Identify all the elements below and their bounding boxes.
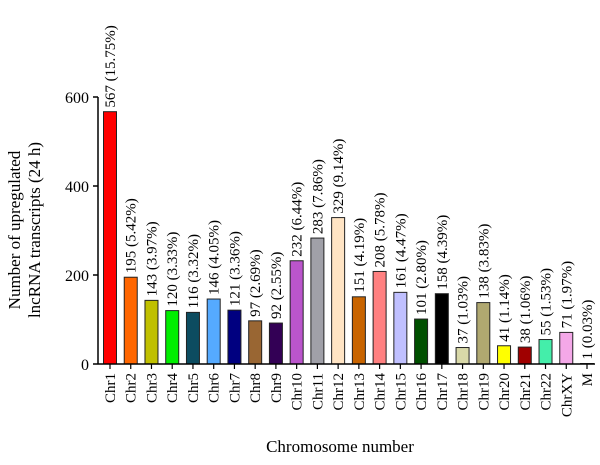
data-label: 92 (2.55%) xyxy=(269,252,285,320)
x-tick-label: Chr2 xyxy=(124,373,140,403)
x-tick-label: Chr8 xyxy=(248,373,264,403)
x-tick-label: Chr19 xyxy=(476,373,492,411)
x-tick-label: Chr22 xyxy=(539,373,555,411)
x-tick-label: Chr10 xyxy=(290,373,306,411)
x-tick-label: Chr9 xyxy=(269,373,285,403)
x-axis: Chr1 Chr2 Chr3 Chr4 Chr5 Chr6 Chr7 Chr8 Chr9 Chr1… xyxy=(98,363,596,417)
data-label: 38 (1.06%) xyxy=(518,276,534,344)
x-tick-label: Chr17 xyxy=(435,373,451,411)
data-label: 97 (2.69%) xyxy=(248,249,264,317)
y-axis-label-line2: lncRNA transcripts (24 h) xyxy=(25,142,44,318)
data-label: 101 (2.80%) xyxy=(414,240,430,315)
y-tick-label: 200 xyxy=(65,268,89,285)
bar-chr18 xyxy=(455,347,470,365)
x-tick-label: Chr21 xyxy=(518,373,534,411)
data-label: 120 (3.33%) xyxy=(165,232,181,307)
x-tick-label: ChrXY xyxy=(559,373,575,417)
data-label: 283 (7.86%) xyxy=(310,159,326,234)
x-tick-label: Chr11 xyxy=(310,373,326,410)
x-tick-label: Chr1 xyxy=(103,373,119,403)
data-label: 55 (1.53%) xyxy=(539,268,555,336)
bar-chr2 xyxy=(123,276,138,365)
x-tick-label: Chr7 xyxy=(227,373,243,404)
data-label: 161 (4.47%) xyxy=(393,213,409,288)
data-label: 158 (4.39%) xyxy=(435,215,451,290)
data-label: 151 (4.19%) xyxy=(352,218,368,293)
x-tick-label: Chr18 xyxy=(456,373,472,411)
bar-chr17 xyxy=(434,293,449,365)
data-label: 37 (1.03%) xyxy=(456,276,472,344)
bar-chr4 xyxy=(165,310,180,365)
data-label: 146 (4.05%) xyxy=(207,220,223,295)
bar-chr14 xyxy=(372,270,387,365)
y-tick-label: 600 xyxy=(65,90,89,107)
bar-chr22 xyxy=(538,339,553,365)
bar-chr16 xyxy=(414,318,429,365)
y-axis: 0 200 400 600 xyxy=(65,90,99,374)
data-label: 1 (0.03%) xyxy=(580,300,596,360)
data-label: 138 (3.83%) xyxy=(476,224,492,299)
bar-chr20 xyxy=(497,345,512,365)
data-label: 116 (3.32%) xyxy=(186,234,202,308)
data-label: 208 (5.78%) xyxy=(373,192,389,267)
bar-chr5 xyxy=(185,311,200,365)
bar-chr12 xyxy=(331,217,346,365)
y-tick-label: 400 xyxy=(65,179,89,196)
data-label: 143 (3.97%) xyxy=(144,221,160,296)
bar-chr15 xyxy=(393,291,408,365)
data-label: 232 (6.44%) xyxy=(290,182,306,257)
x-tick-label: Chr15 xyxy=(393,373,409,411)
x-tick-label: Chr6 xyxy=(207,373,223,404)
bar-chr1 xyxy=(103,111,117,365)
bar-chr11 xyxy=(310,237,325,365)
x-tick-label: Chr3 xyxy=(144,373,160,403)
bar-chr3 xyxy=(144,299,159,365)
bar-chr21 xyxy=(517,346,532,365)
x-tick-label: Chr12 xyxy=(331,373,347,411)
bar-chr7 xyxy=(227,309,242,365)
bars: 567 (15.75%) 195 (5.42%) 143 (3.97%) 120 (3… xyxy=(103,25,596,365)
bar-chr9 xyxy=(268,322,283,365)
data-label: 329 (9.14%) xyxy=(331,139,347,214)
y-tick-label: 0 xyxy=(81,357,89,374)
data-label: 195 (5.42%) xyxy=(124,198,140,273)
x-tick-label: Chr13 xyxy=(352,373,368,411)
bar-chr13 xyxy=(351,296,366,365)
x-tick-label: Chr14 xyxy=(373,373,389,411)
data-label: 121 (3.36%) xyxy=(227,231,243,306)
x-tick-label: Chr16 xyxy=(414,373,430,411)
data-label: 41 (1.14%) xyxy=(497,274,513,342)
bar-chrxy xyxy=(559,331,574,365)
x-tick-label: M xyxy=(580,373,596,386)
y-axis-label-line1: Number of upregulated xyxy=(5,150,24,309)
x-tick-label: Chr4 xyxy=(165,373,181,404)
bar-chr19 xyxy=(476,302,491,365)
data-label: 71 (1.97%) xyxy=(559,261,575,329)
x-tick-label: Chr5 xyxy=(186,373,202,403)
bar-chr6 xyxy=(206,298,221,365)
bar-chr10 xyxy=(289,260,304,365)
data-label: 567 (15.75%) xyxy=(103,25,119,108)
x-axis-label: Chromosome number xyxy=(266,437,414,456)
x-tick-label: Chr20 xyxy=(497,373,513,411)
bar-chr8 xyxy=(248,320,263,365)
